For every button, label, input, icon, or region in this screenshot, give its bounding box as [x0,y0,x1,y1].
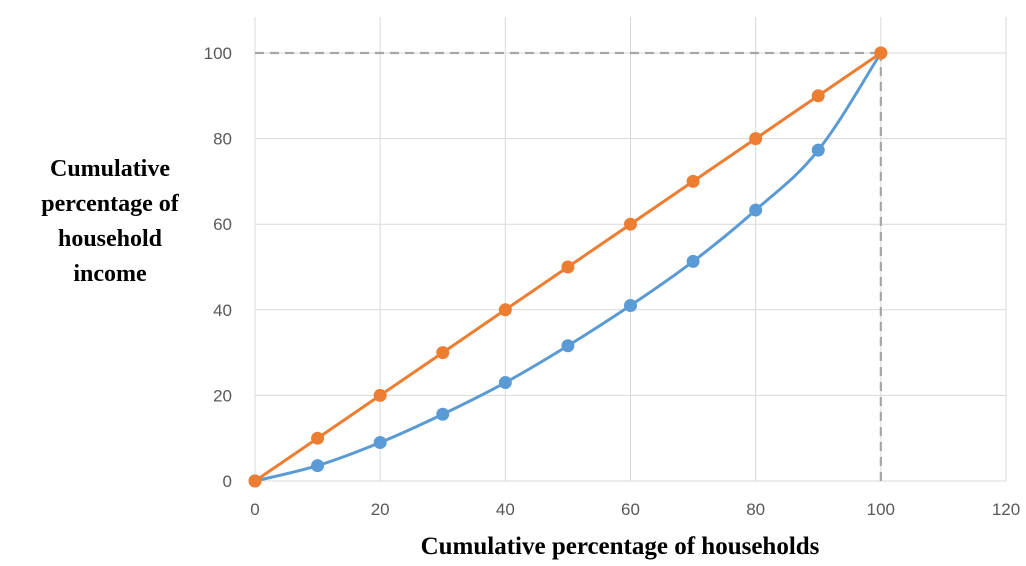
data-point [498,303,512,317]
data-point [749,203,763,217]
data-point [248,474,262,488]
y-axis-label-line: income [73,261,147,287]
data-point [311,459,325,473]
data-point [624,299,637,313]
data-point [498,376,512,390]
data-point [811,143,825,157]
data-point [561,339,575,353]
data-point [874,46,888,60]
x-tick-label: 120 [992,500,1020,519]
y-tick-label: 60 [213,215,232,234]
x-tick-label: 40 [496,500,515,519]
y-tick-label: 80 [213,130,232,149]
data-point [436,407,450,421]
data-point [373,435,387,449]
data-point [436,346,450,360]
y-tick-label: 0 [223,472,232,491]
y-axis-label-line: Cumulative [50,156,170,182]
y-axis-ticks: 0 20 40 60 80 100 [204,44,232,491]
data-point [561,260,575,274]
y-axis-label: Cumulative percentage of household incom… [10,152,210,292]
data-point [686,254,700,268]
x-tick-label: 80 [746,500,765,519]
gridlines [254,17,1007,482]
data-point [686,174,700,188]
data-point [811,89,825,103]
y-axis-label-line: percentage of [41,191,179,217]
data-point [624,217,637,231]
y-axis-label-line: household [57,226,163,252]
y-tick-label: 100 [204,44,232,63]
series-line [254,52,883,483]
data-point [373,388,387,402]
x-axis-ticks: 0 20 40 60 80 100 120 [250,500,1020,519]
x-tick-label: 100 [867,500,895,519]
x-tick-label: 60 [621,500,640,519]
reference-lines [255,51,882,481]
x-tick-label: 20 [371,500,390,519]
y-tick-label: 40 [213,301,232,320]
data-point [749,132,763,146]
data-point [311,431,325,445]
x-tick-label: 0 [250,500,259,519]
data-series [248,46,888,488]
y-tick-label: 20 [213,386,232,405]
x-axis-label: Cumulative percentage of households [420,533,820,560]
